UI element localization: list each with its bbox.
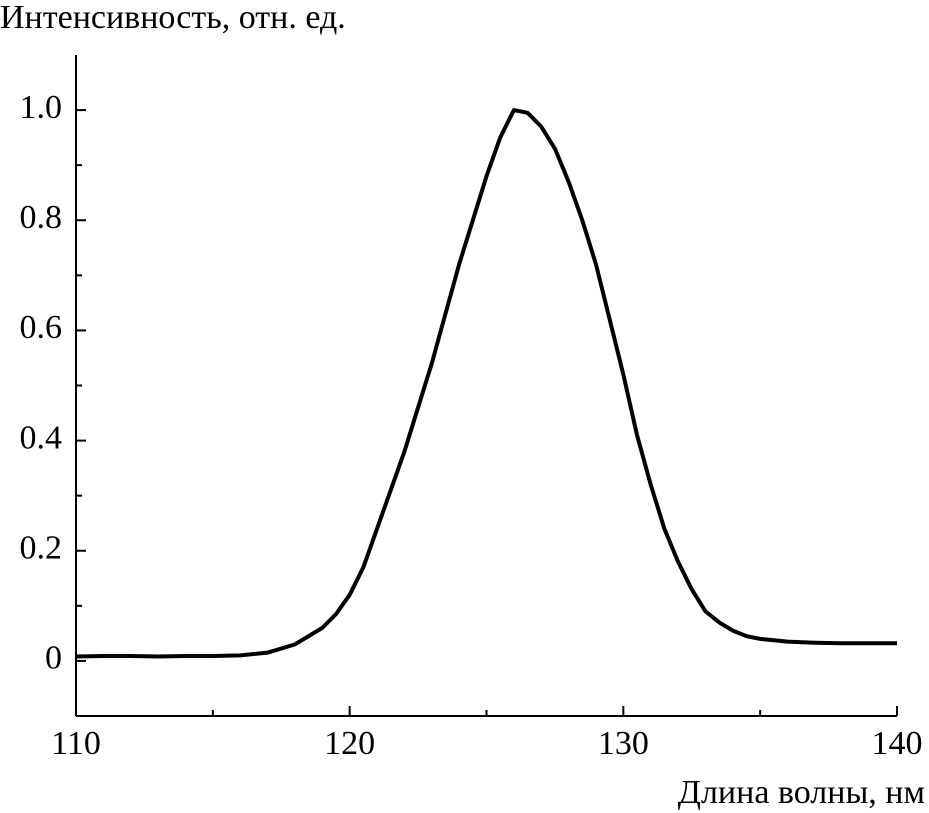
- x-tick-label: 130: [598, 725, 649, 762]
- y-tick-label: 0.6: [20, 309, 63, 346]
- x-tick-label: 140: [872, 725, 923, 762]
- y-tick-label: 1.0: [20, 89, 63, 126]
- y-tick-label: 0.4: [20, 419, 63, 456]
- data-line: [75, 108, 897, 659]
- x-tick-label: 120: [324, 725, 375, 762]
- y-tick-label: 0: [45, 640, 62, 677]
- x-axis-label: Длина волны, нм: [678, 774, 925, 811]
- y-axis-label: Интенсивность, отн. ед.: [0, 0, 346, 36]
- y-tick-label: 0.2: [20, 530, 63, 567]
- y-tick-label: 0.8: [20, 199, 63, 236]
- x-tick-label: 110: [51, 725, 101, 762]
